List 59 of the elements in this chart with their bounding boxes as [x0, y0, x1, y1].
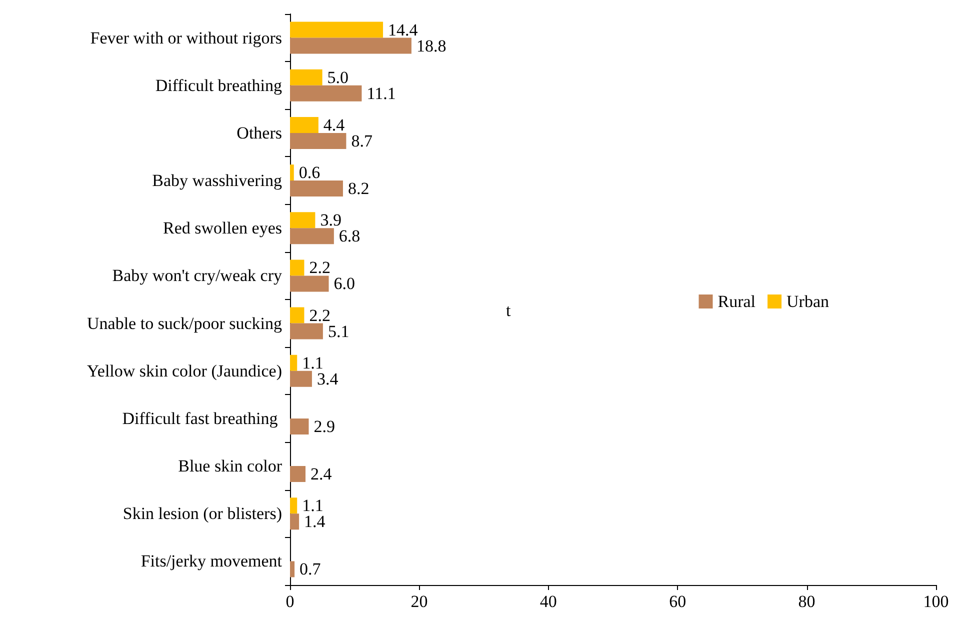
bar	[290, 514, 300, 530]
data-label: 0.7	[300, 560, 322, 579]
annotation: t	[506, 301, 511, 320]
data-label: 4.4	[323, 115, 346, 134]
data-label: 8.7	[351, 131, 373, 150]
bar	[290, 164, 294, 181]
y-tick-label: Difficult breathing	[155, 76, 282, 95]
bar	[290, 69, 322, 86]
bar	[290, 561, 295, 578]
bar	[290, 212, 316, 228]
bar	[290, 354, 298, 371]
y-tick-label: Fits/jerky movement	[140, 552, 282, 571]
bar	[290, 228, 334, 244]
x-tick-label: 80	[798, 592, 816, 611]
data-label: 2.9	[314, 416, 335, 436]
bar	[290, 418, 309, 434]
data-label: 2.4	[310, 464, 332, 484]
data-label: 0.6	[298, 163, 320, 182]
data-label: 8.2	[348, 179, 370, 198]
bar	[290, 260, 304, 276]
bar	[290, 116, 318, 133]
data-label: 2.2	[309, 306, 330, 325]
y-tick-label: Difficult fast breathing	[122, 408, 282, 428]
y-tick-label: Others	[236, 123, 282, 142]
y-tick-label: Fever with or without rigors	[90, 28, 282, 48]
data-label: 18.8	[416, 36, 446, 56]
bar	[290, 466, 306, 482]
data-label: 3.9	[320, 210, 342, 230]
x-tick-label: 0	[286, 592, 294, 611]
data-label: 14.4	[388, 20, 418, 40]
y-tick-label: Skin lesion (or blisters)	[122, 504, 282, 524]
bar	[290, 276, 329, 292]
y-tick-label: Blue skin color	[178, 456, 282, 476]
bar	[290, 370, 312, 387]
x-tick-label: 100	[923, 592, 949, 611]
y-tick-label: Baby won't cry/weak cry	[112, 266, 282, 286]
y-tick-label: Unable to suck/poor sucking	[87, 314, 282, 333]
y-tick-label: Yellow skin color (Jaundice)	[86, 361, 282, 380]
bar	[290, 307, 304, 324]
data-label: 11.1	[366, 84, 396, 103]
y-tick-label: Baby wasshivering	[152, 171, 282, 190]
data-label: 2.2	[309, 258, 330, 278]
bar	[290, 85, 362, 102]
data-label: 5.0	[327, 68, 349, 87]
bar	[290, 22, 384, 38]
data-label: 5.1	[328, 322, 350, 341]
x-tick-label: 60	[669, 592, 686, 611]
legend-label: Rural	[718, 292, 756, 311]
data-label: 6.0	[334, 274, 356, 294]
bar	[290, 132, 346, 149]
bar	[290, 323, 323, 340]
x-tick-label: 40	[540, 592, 557, 611]
x-tick-label: 20	[410, 592, 428, 611]
legend-label: Urban	[786, 292, 830, 311]
data-label: 6.8	[338, 226, 360, 246]
bar	[290, 38, 412, 54]
bar	[290, 180, 343, 197]
bar	[290, 498, 298, 514]
y-tick-label: Red swollen eyes	[163, 218, 282, 238]
